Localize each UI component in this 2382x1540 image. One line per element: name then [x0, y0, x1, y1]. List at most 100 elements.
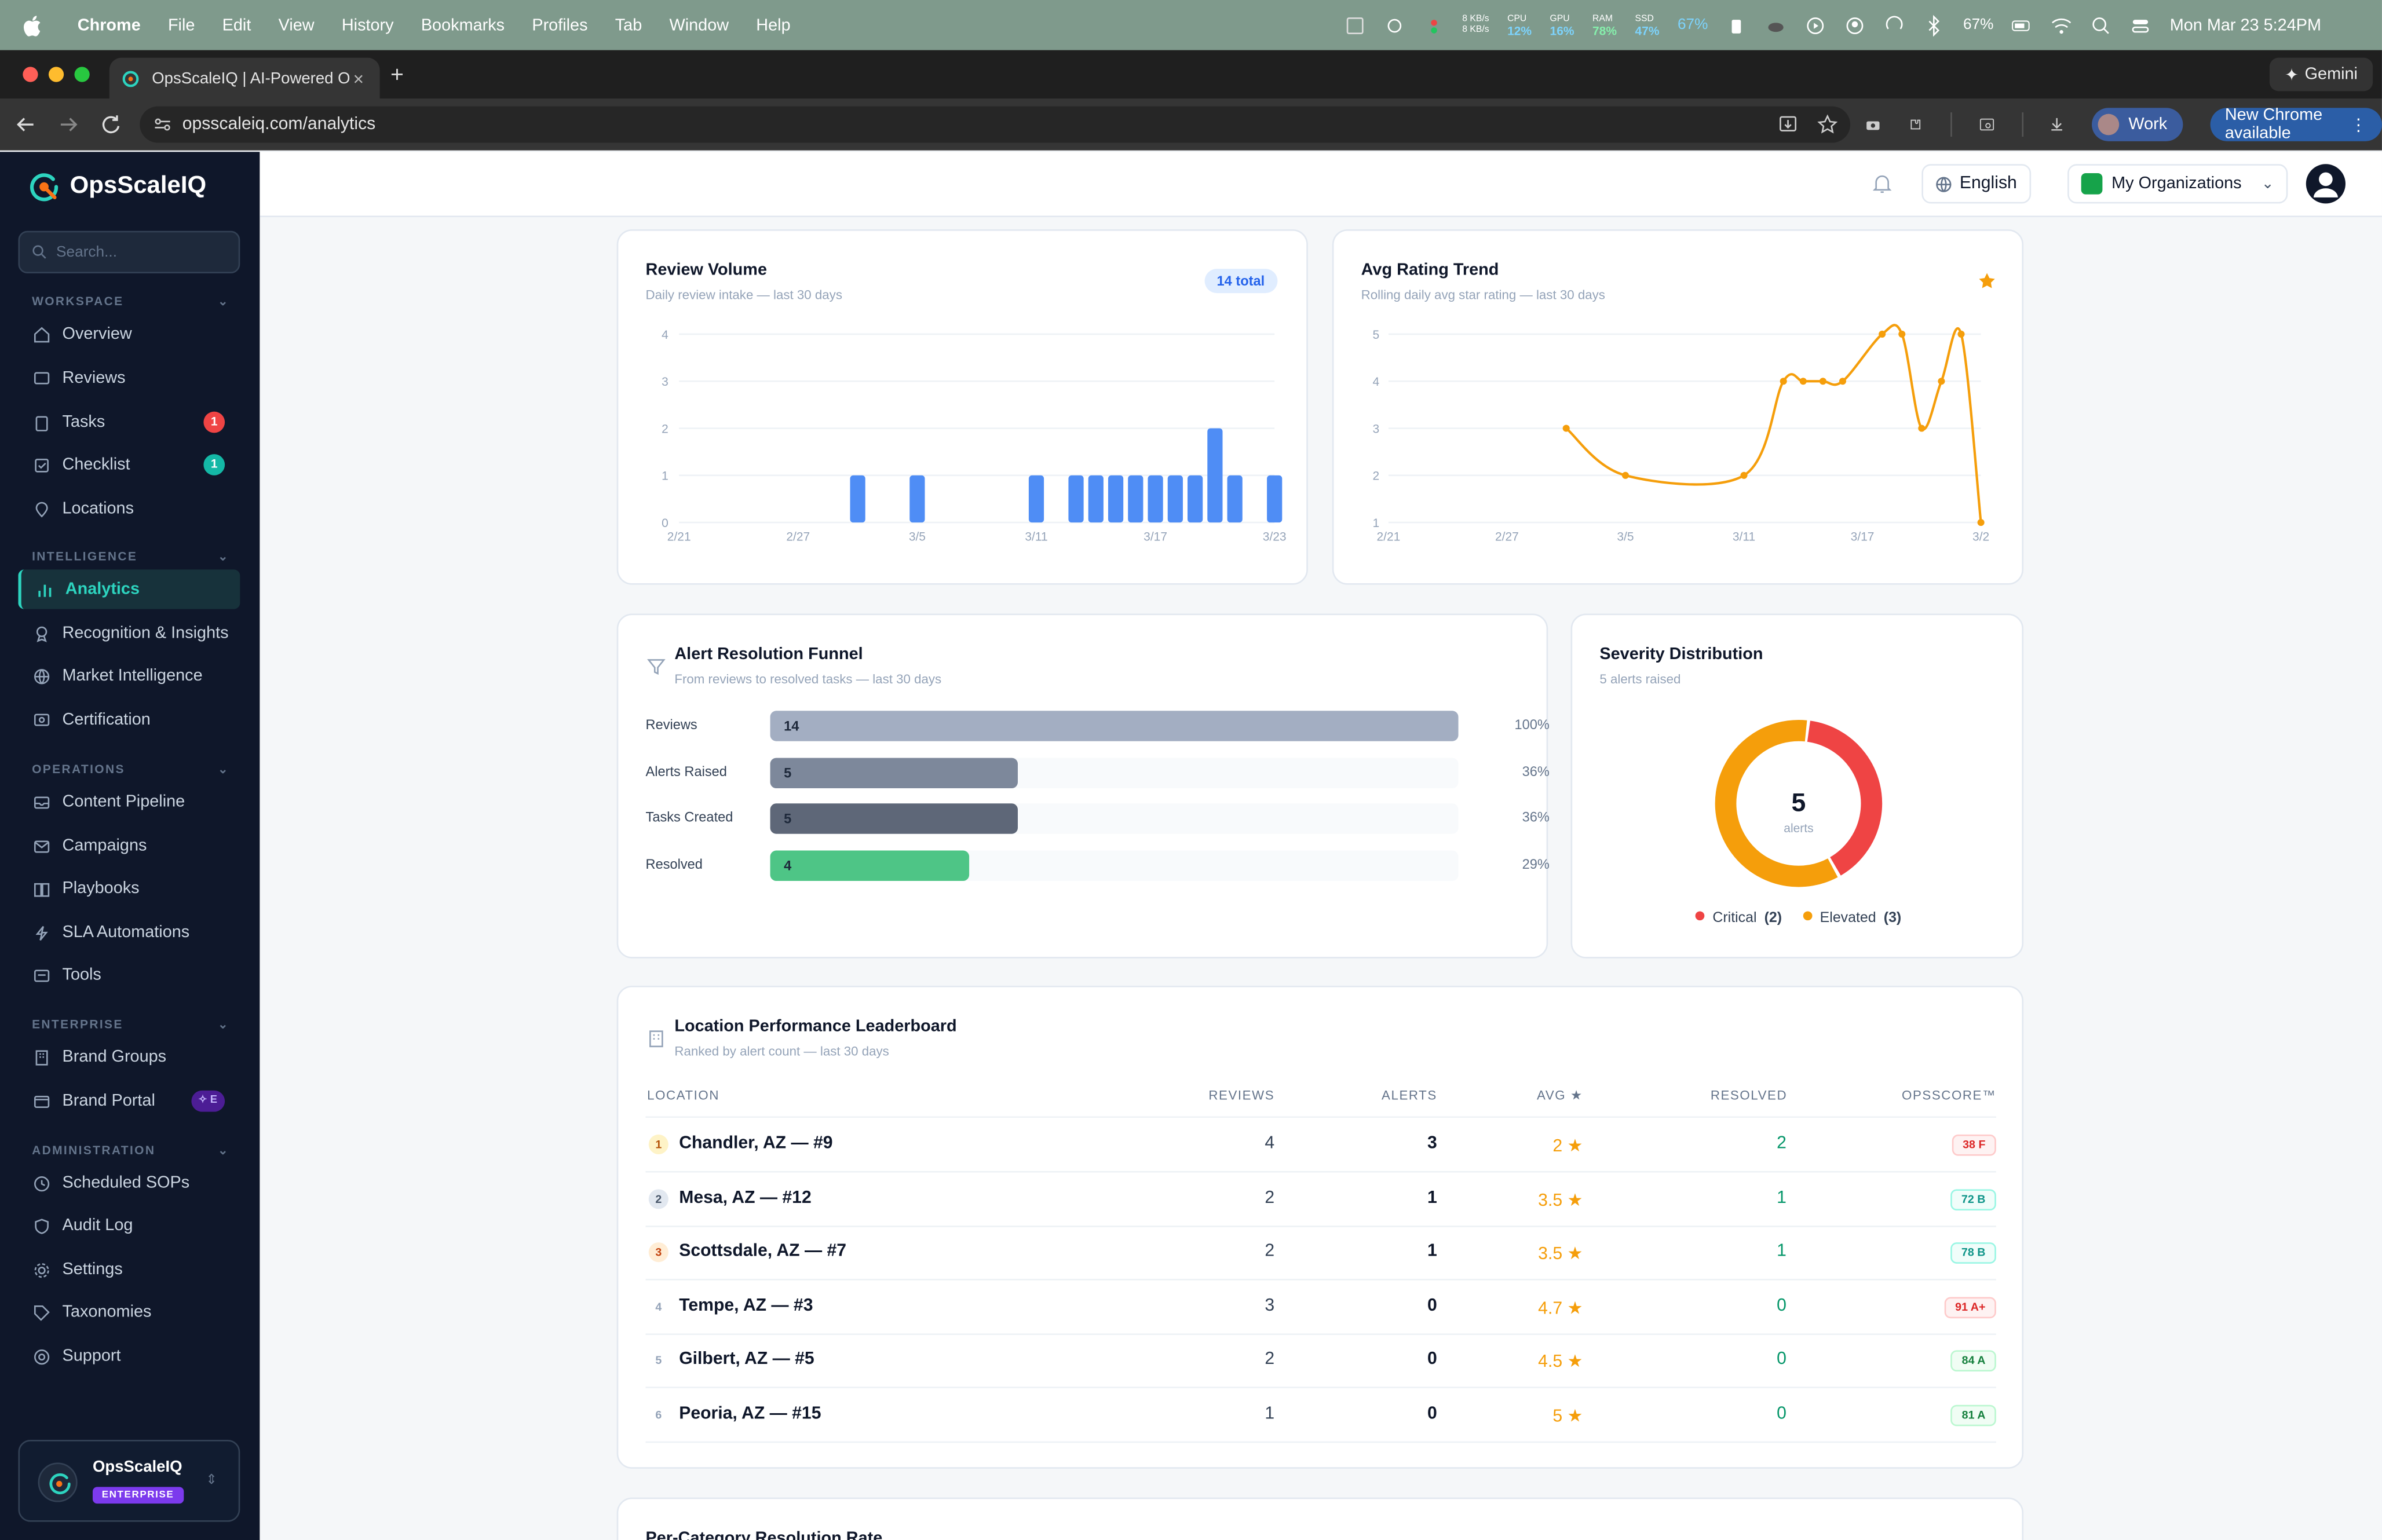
col-opsscore[interactable]: OPSSCORE™: [1902, 1087, 1996, 1103]
tab-search-icon[interactable]: [1979, 114, 1994, 136]
cloud-icon[interactable]: [1766, 14, 1787, 36]
ssd-stat[interactable]: SSD 47%: [1635, 14, 1659, 36]
battery-percent[interactable]: 67%: [1963, 16, 1994, 34]
control-center-icon[interactable]: [2131, 14, 2152, 36]
org-switcher[interactable]: OpsScaleIQ ENTERPRISE ⇕: [18, 1440, 240, 1522]
sidebar-item-campaigns[interactable]: Campaigns: [18, 826, 240, 866]
battery-icon[interactable]: [2012, 14, 2033, 36]
section-operations[interactable]: OPERATIONS ⌄: [32, 762, 229, 776]
bell-icon[interactable]: [1872, 173, 1893, 195]
menu-bookmarks[interactable]: Bookmarks: [421, 16, 505, 35]
section-enterprise[interactable]: ENTERPRISE ⌄: [32, 1018, 229, 1031]
menu-history[interactable]: History: [341, 16, 394, 35]
menu-edit[interactable]: Edit: [222, 16, 251, 35]
user-avatar[interactable]: [2306, 164, 2346, 204]
table-row[interactable]: 4 Tempe, AZ — #3 3 0 4.7 ★ 0 91 A+: [645, 1279, 1996, 1334]
menu-window[interactable]: Window: [669, 16, 729, 35]
table-row[interactable]: 3 Scottsdale, AZ — #7 2 1 3.5 ★ 1 78 B: [645, 1226, 1996, 1281]
network-stats[interactable]: 8 KB/s 8 KB/s: [1462, 14, 1489, 36]
new-tab-icon[interactable]: +: [390, 62, 404, 89]
col-resolved[interactable]: RESOLVED: [1710, 1087, 1788, 1103]
sidebar-item-brand-portal[interactable]: Brand Portal ✧ E: [18, 1081, 240, 1121]
forward-arrow-icon[interactable]: [58, 114, 79, 136]
profile-button[interactable]: Work: [2092, 108, 2183, 141]
location-name[interactable]: Chandler, AZ — #9: [679, 1134, 833, 1153]
sidebar-item-overview[interactable]: Overview: [18, 314, 240, 354]
weather-icon[interactable]: [1383, 14, 1405, 36]
cpu-stat[interactable]: CPU 12%: [1507, 14, 1532, 36]
sidebar-item-reviews[interactable]: Reviews: [18, 359, 240, 398]
table-row[interactable]: 2 Mesa, AZ — #12 2 1 3.5 ★ 1 72 B: [645, 1172, 1996, 1227]
sidebar-item-checklist[interactable]: Checklist 1: [18, 445, 240, 484]
wifi-icon[interactable]: [2051, 14, 2073, 36]
play-icon[interactable]: [1805, 14, 1826, 36]
airdrop-icon[interactable]: [1884, 14, 1906, 36]
location-name[interactable]: Scottsdale, AZ — #7: [679, 1242, 847, 1261]
section-administration[interactable]: ADMINISTRATION ⌄: [32, 1144, 229, 1158]
organization-selector[interactable]: My Organizations ⌄: [2067, 164, 2288, 204]
temp-stat[interactable]: 67%: [1677, 16, 1708, 34]
extensions-icon[interactable]: [1908, 114, 1923, 136]
bookmark-star-icon[interactable]: [1817, 114, 1838, 136]
user-icon[interactable]: [1844, 14, 1866, 36]
gpu-stat[interactable]: GPU 16%: [1550, 14, 1574, 36]
sidebar-item-tools[interactable]: Tools: [18, 955, 240, 994]
bluetooth-icon[interactable]: [1924, 14, 1945, 36]
location-name[interactable]: Tempe, AZ — #3: [679, 1296, 813, 1315]
ram-stat[interactable]: RAM 78%: [1592, 14, 1617, 36]
table-row[interactable]: 6 Peoria, AZ — #15 1 0 5 ★ 0 81 A: [645, 1388, 1996, 1442]
language-selector[interactable]: English: [1921, 164, 2031, 204]
sidebar-item-market-intelligence[interactable]: Market Intelligence: [18, 656, 240, 696]
menu-tab[interactable]: Tab: [615, 16, 642, 35]
col-reviews[interactable]: REVIEWS: [1208, 1087, 1275, 1103]
status-dot-icon[interactable]: [1423, 14, 1444, 36]
sidebar-item-playbooks[interactable]: Playbooks: [18, 869, 240, 908]
sidebar-item-audit-log[interactable]: Audit Log: [18, 1206, 240, 1245]
menu-view[interactable]: View: [278, 16, 315, 35]
back-arrow-icon[interactable]: [15, 114, 36, 136]
sidebar-item-sla-automations[interactable]: SLA Automations: [18, 913, 240, 952]
sidebar-item-scheduled-sops[interactable]: Scheduled SOPs: [18, 1164, 240, 1203]
table-row[interactable]: 5 Gilbert, AZ — #5 2 0 4.5 ★ 0 84 A: [645, 1333, 1996, 1388]
location-name[interactable]: Peoria, AZ — #15: [679, 1404, 821, 1422]
zoom-window-button[interactable]: [74, 67, 90, 82]
sidebar-item-content-pipeline[interactable]: Content Pipeline: [18, 782, 240, 822]
reload-icon[interactable]: [100, 114, 122, 136]
download-icon[interactable]: [2049, 114, 2065, 136]
sidebar-item-locations[interactable]: Locations: [18, 489, 240, 528]
col-location[interactable]: LOCATION: [647, 1087, 720, 1103]
table-row[interactable]: 1 Chandler, AZ — #9 4 3 2 ★ 2 38 F: [645, 1118, 1996, 1173]
menu-help[interactable]: Help: [756, 16, 791, 35]
sidebar-search-input[interactable]: Search...: [18, 231, 240, 274]
col-alerts[interactable]: ALERTS: [1382, 1087, 1437, 1103]
sidebar-item-brand-groups[interactable]: Brand Groups: [18, 1037, 240, 1077]
sidebar-item-recognition[interactable]: Recognition & Insights: [18, 613, 240, 653]
sidebar-item-tasks[interactable]: Tasks 1: [18, 403, 240, 442]
gemini-button[interactable]: ✦ Gemini: [2269, 57, 2373, 92]
menu-file[interactable]: File: [167, 16, 195, 35]
section-workspace[interactable]: WORKSPACE ⌄: [32, 295, 229, 309]
close-window-button[interactable]: [23, 67, 38, 82]
spotlight-search-icon[interactable]: [2091, 14, 2112, 36]
browser-tab-active[interactable]: OpsScaleIQ | AI-Powered Op ×: [109, 57, 380, 99]
vpn-icon[interactable]: [1726, 14, 1748, 36]
screen-icon[interactable]: [1344, 14, 1365, 36]
more-vert-icon[interactable]: ⋮: [2350, 116, 2367, 135]
minimize-window-button[interactable]: [48, 67, 64, 82]
camera-icon[interactable]: [1865, 114, 1880, 136]
address-bar[interactable]: opsscaleiq.com/analytics: [140, 106, 1851, 143]
update-chrome-button[interactable]: New Chrome available ⋮: [2209, 107, 2382, 143]
brand-logo[interactable]: OpsScaleIQ: [27, 170, 206, 204]
sidebar-item-taxonomies[interactable]: Taxonomies: [18, 1293, 240, 1332]
sidebar-item-certification[interactable]: Certification: [18, 700, 240, 740]
location-name[interactable]: Mesa, AZ — #12: [679, 1188, 812, 1207]
col-avg-rating[interactable]: AVG ★: [1537, 1087, 1583, 1103]
site-settings-icon[interactable]: [152, 114, 173, 136]
section-intelligence[interactable]: INTELLIGENCE ⌄: [32, 550, 229, 564]
menu-profiles[interactable]: Profiles: [532, 16, 588, 35]
install-app-icon[interactable]: [1777, 114, 1799, 136]
apple-logo-icon[interactable]: [21, 13, 46, 37]
sidebar-item-support[interactable]: Support: [18, 1337, 240, 1376]
menubar-clock[interactable]: Mon Mar 23 5:24PM: [2169, 16, 2322, 35]
close-tab-icon[interactable]: ×: [353, 67, 364, 89]
